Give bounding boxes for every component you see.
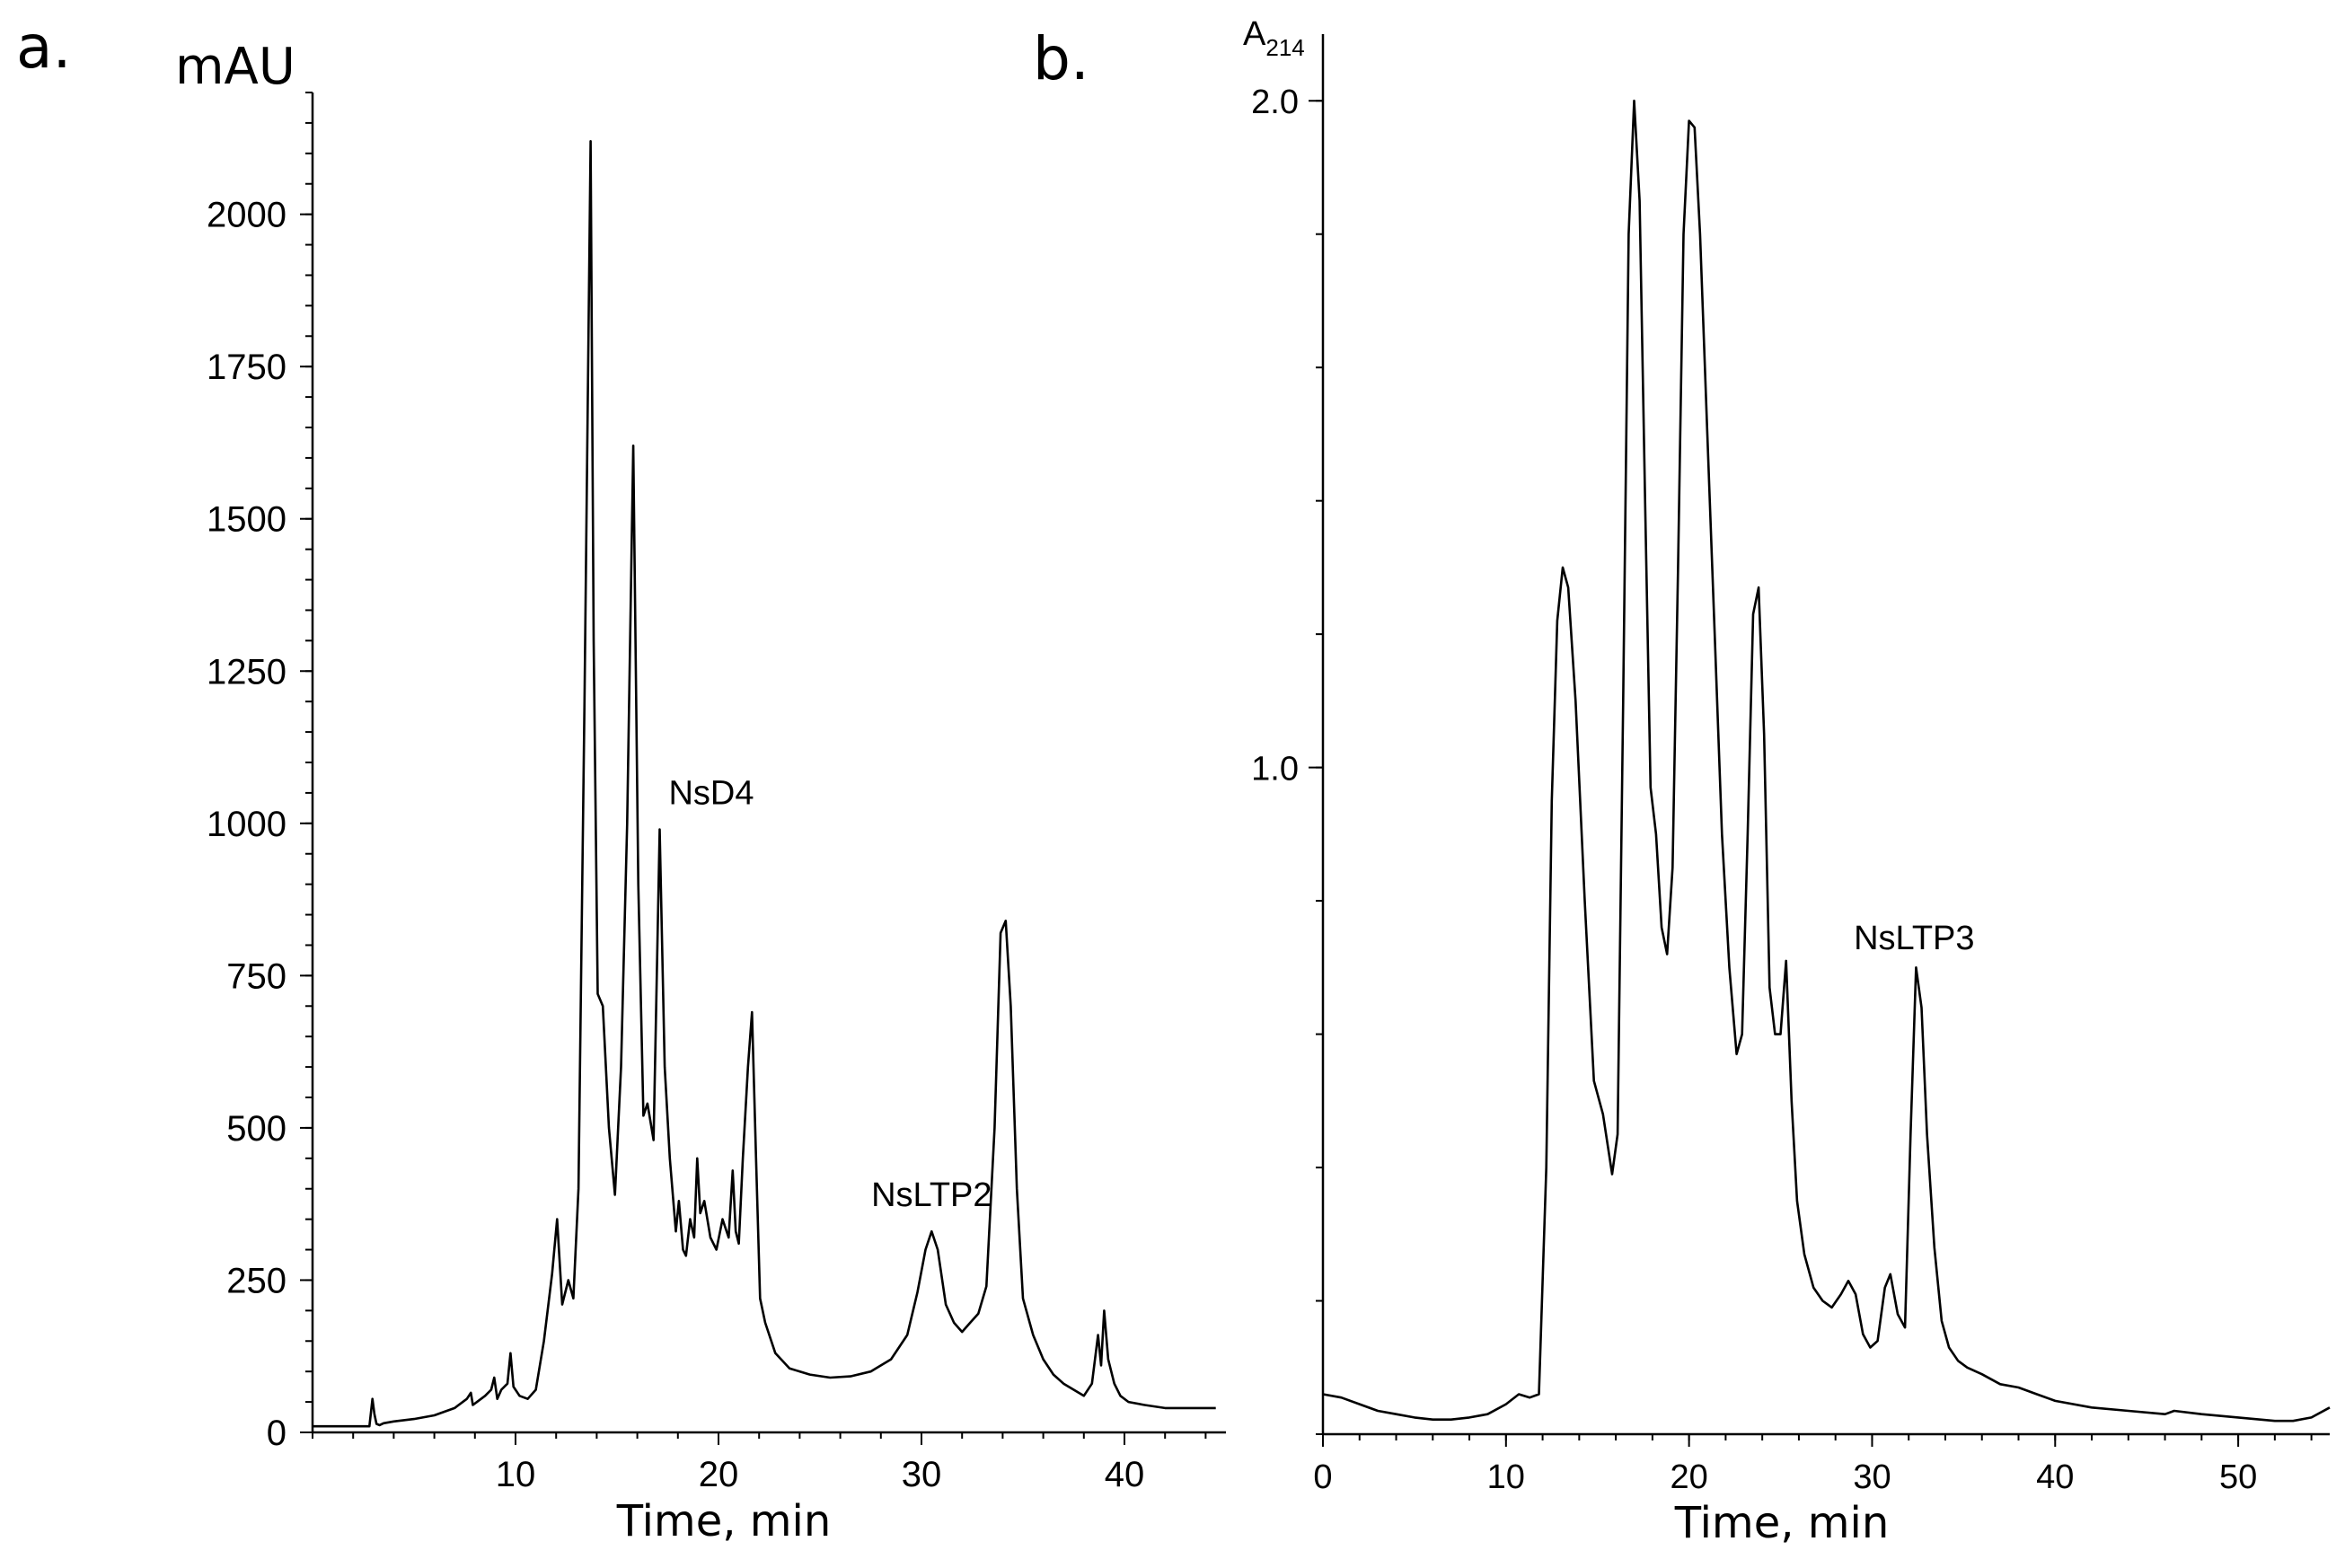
x-tick-label: 10 — [1487, 1458, 1525, 1496]
x-tick-label: 0 — [1313, 1458, 1332, 1496]
panel-b-y-axis-label-main: A — [1243, 15, 1266, 53]
panel-a-x-axis-label: Time, min — [616, 1496, 832, 1546]
x-tick-label: 30 — [902, 1455, 942, 1494]
panel-a-letter: a. — [16, 13, 71, 82]
x-tick-label: 40 — [1105, 1455, 1145, 1494]
panel-a-axes: 0 250 500 750 1000 1250 1500 1750 2000 10 20 30 40 Ns… — [207, 92, 1226, 1494]
y-tick-label: 500 — [226, 1109, 287, 1149]
x-tick-label: 20 — [1670, 1458, 1707, 1496]
x-tick-label: 50 — [2219, 1458, 2257, 1496]
y-tick-label: 2.0 — [1251, 84, 1299, 121]
peak-annotation: NsD4 — [668, 775, 754, 813]
x-tick-label: 20 — [699, 1455, 739, 1494]
peak-annotation: NsLTP2 — [871, 1176, 992, 1214]
panel-b-y-axis-label: A214 — [1243, 15, 1305, 61]
y-tick-label: 1250 — [207, 652, 287, 692]
peak-annotation: NsLTP3 — [1854, 920, 1974, 957]
y-tick-label: 750 — [226, 956, 287, 996]
y-tick-label: 1750 — [207, 348, 287, 387]
panel-b-y-axis-label-subscript: 214 — [1265, 34, 1304, 61]
panel-a: a. mAU 0 250 500 750 1000 1250 1500 1750 2000 10 2… — [16, 13, 1226, 1546]
y-tick-label: 1500 — [207, 500, 287, 540]
panel-b: b. A214 1.0 2.0 0 10 20 30 40 50 NsLTP3 Time, mi… — [1033, 15, 2331, 1548]
x-tick-label: 30 — [1853, 1458, 1891, 1496]
x-tick-label: 10 — [496, 1455, 536, 1494]
y-tick-label: 1.0 — [1251, 751, 1299, 788]
y-tick-label: 0 — [267, 1414, 287, 1453]
panel-a-y-axis-label: mAU — [175, 38, 295, 96]
panel-b-x-axis-label: Time, min — [1674, 1498, 1890, 1548]
x-tick-label: 40 — [2036, 1458, 2074, 1496]
chromatogram-trace — [1322, 99, 2331, 1423]
chromatogram-trace — [313, 140, 1216, 1428]
panel-b-axes: 1.0 2.0 0 10 20 30 40 50 NsLTP3 — [1251, 34, 2331, 1496]
y-tick-label: 1000 — [207, 805, 287, 844]
y-tick-label: 2000 — [207, 196, 287, 235]
panel-b-letter: b. — [1033, 24, 1089, 93]
y-tick-label: 250 — [226, 1261, 287, 1300]
